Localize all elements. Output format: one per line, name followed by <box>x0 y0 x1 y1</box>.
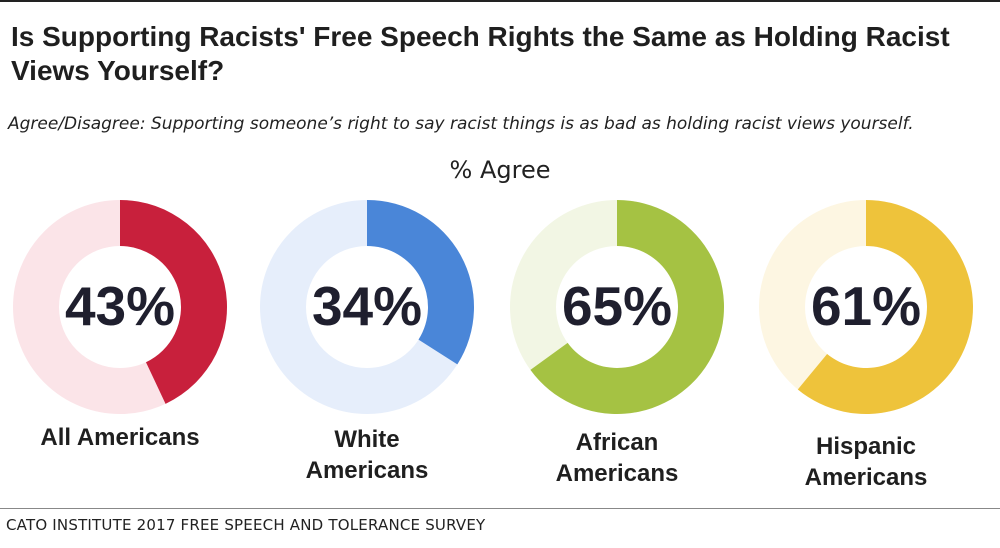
group-label-african-americans: African Americans <box>502 427 732 489</box>
value-label-white-americans: 34% <box>312 275 422 337</box>
group-label-line: Americans <box>305 457 429 484</box>
chart-title: Is Supporting Racists' Free Speech Right… <box>11 21 950 86</box>
group-label-line: Hispanic <box>815 433 917 460</box>
group-label-line: Americans <box>804 464 928 491</box>
group-label-line: White <box>334 426 400 453</box>
footer-rule <box>0 508 1000 509</box>
chart-subtitle: Agree/Disagree: Supporting someone’s rig… <box>8 114 914 134</box>
group-label-line: Americans <box>555 460 679 487</box>
group-label-white-americans: White Americans <box>252 424 482 486</box>
value-label-all-americans: 43% <box>65 275 175 337</box>
donut-segment-all-americans <box>120 200 227 404</box>
group-label-all-americans: All Americans <box>5 422 235 453</box>
donut-segment-hispanic-americans <box>797 200 973 415</box>
group-label-line: African <box>575 429 659 456</box>
value-label-african-americans: 65% <box>562 275 672 337</box>
source-note: CATO INSTITUTE 2017 FREE SPEECH AND TOLE… <box>6 516 486 534</box>
group-label-line: All Americans <box>40 424 200 451</box>
value-label-hispanic-americans: 61% <box>811 275 921 337</box>
donut-segment-white-americans <box>367 200 474 365</box>
group-label-hispanic-americans: Hispanic Americans <box>751 431 981 493</box>
top-rule <box>0 0 1000 2</box>
donut-segment-african-americans <box>530 200 724 414</box>
metric-label: % Agree <box>449 156 551 184</box>
